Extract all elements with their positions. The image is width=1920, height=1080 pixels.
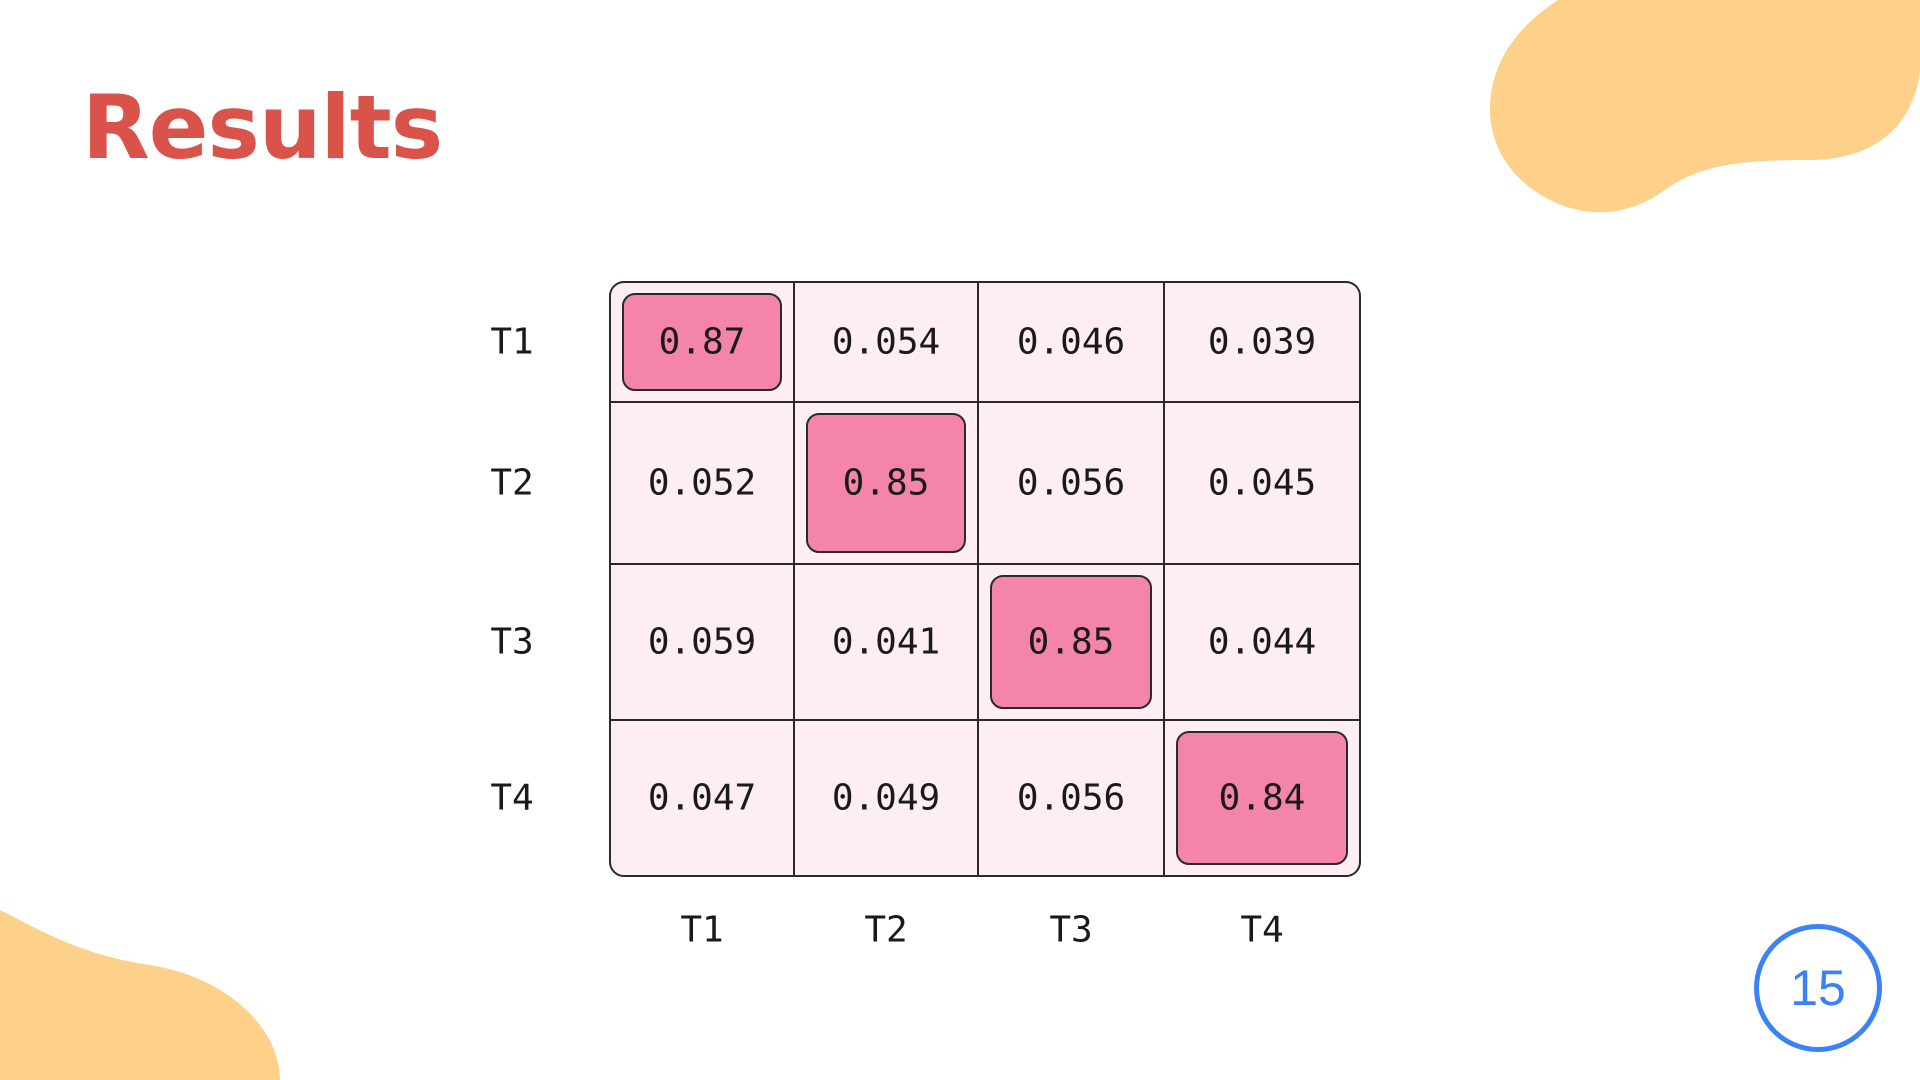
row-label-t4: T4	[490, 778, 533, 819]
cell-value-t4-t4: 0.84	[1219, 778, 1306, 819]
cell-value-t4-t2: 0.049	[832, 778, 940, 819]
cell-value-t1-t1: 0.87	[659, 322, 746, 363]
row-label-t3: T3	[490, 622, 533, 663]
cell-value-t3-t4: 0.044	[1208, 622, 1316, 663]
cell-value-t2-t3: 0.056	[1017, 463, 1125, 504]
cell-value-t3-t1: 0.059	[648, 622, 756, 663]
highlight-cell-t1-t1	[622, 293, 782, 391]
column-label-t4: T4	[1240, 910, 1283, 951]
cell-value-t2-t1: 0.052	[648, 463, 756, 504]
column-label-t3: T3	[1049, 910, 1092, 951]
cell-value-t4-t1: 0.047	[648, 778, 756, 819]
matrix-background	[609, 281, 1361, 877]
cell-value-t2-t4: 0.045	[1208, 463, 1316, 504]
row-label-t2: T2	[490, 463, 533, 504]
cell-value-t3-t3: 0.85	[1028, 622, 1115, 663]
cell-value-t3-t2: 0.041	[832, 622, 940, 663]
highlight-cell-t4-t4	[1176, 731, 1348, 865]
cell-value-t2-t2: 0.85	[843, 463, 930, 504]
cell-value-t1-t2: 0.054	[832, 322, 940, 363]
column-label-t1: T1	[680, 910, 723, 951]
cell-value-t4-t3: 0.056	[1017, 778, 1125, 819]
highlight-cell-t3-t3	[990, 575, 1152, 709]
row-label-t1: T1	[490, 322, 533, 363]
highlight-cell-t2-t2	[806, 413, 966, 553]
cell-value-t1-t3: 0.046	[1017, 322, 1125, 363]
page-number-badge: 15	[1754, 924, 1882, 1052]
slide-title: Results	[82, 76, 443, 179]
cell-value-t1-t4: 0.039	[1208, 322, 1316, 363]
column-label-t2: T2	[864, 910, 907, 951]
